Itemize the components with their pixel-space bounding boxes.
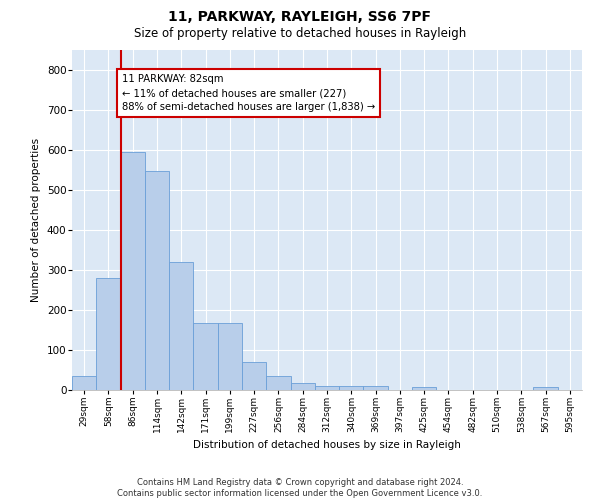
Text: 11, PARKWAY, RAYLEIGH, SS6 7PF: 11, PARKWAY, RAYLEIGH, SS6 7PF bbox=[169, 10, 431, 24]
Bar bbox=[533, 387, 558, 390]
Text: 11 PARKWAY: 82sqm
← 11% of detached houses are smaller (227)
88% of semi-detache: 11 PARKWAY: 82sqm ← 11% of detached hous… bbox=[122, 74, 375, 112]
Bar bbox=[169, 262, 193, 390]
Bar bbox=[266, 376, 290, 390]
Bar bbox=[96, 278, 121, 390]
Bar bbox=[412, 387, 436, 390]
Bar bbox=[364, 386, 388, 390]
Bar bbox=[290, 383, 315, 390]
X-axis label: Distribution of detached houses by size in Rayleigh: Distribution of detached houses by size … bbox=[193, 440, 461, 450]
Text: Contains HM Land Registry data © Crown copyright and database right 2024.
Contai: Contains HM Land Registry data © Crown c… bbox=[118, 478, 482, 498]
Bar bbox=[218, 323, 242, 390]
Bar bbox=[121, 152, 145, 390]
Bar bbox=[315, 386, 339, 390]
Bar bbox=[242, 362, 266, 390]
Bar bbox=[193, 323, 218, 390]
Bar bbox=[145, 171, 169, 390]
Text: Size of property relative to detached houses in Rayleigh: Size of property relative to detached ho… bbox=[134, 28, 466, 40]
Bar bbox=[72, 376, 96, 390]
Bar bbox=[339, 386, 364, 390]
Y-axis label: Number of detached properties: Number of detached properties bbox=[31, 138, 41, 302]
